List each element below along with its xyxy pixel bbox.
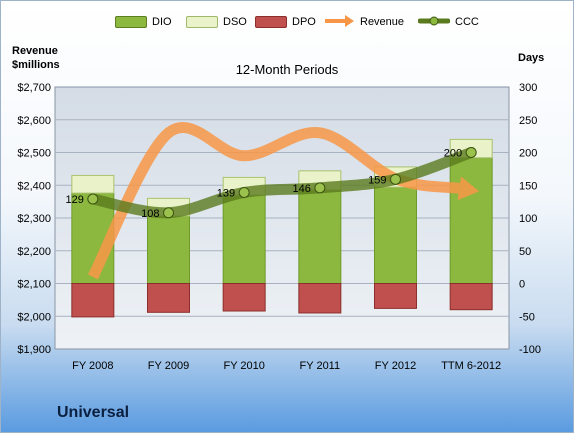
dso-bar bbox=[71, 174, 115, 194]
legend-item-dio: DIO bbox=[115, 12, 172, 32]
left-tick-label: $2,000 bbox=[17, 311, 51, 323]
right-tick-label: 50 bbox=[519, 246, 531, 258]
legend-swatch-ccc bbox=[417, 14, 451, 31]
dpo-bar bbox=[374, 283, 417, 309]
dpo-bar bbox=[222, 283, 266, 312]
legend-swatch-revenue bbox=[323, 14, 355, 31]
x-tick-label: FY 2008 bbox=[72, 360, 113, 372]
ccc-data-label: 108 bbox=[141, 208, 159, 220]
right-tick-label: 100 bbox=[519, 213, 537, 225]
right-tick-label: 300 bbox=[519, 82, 537, 94]
dpo-bar bbox=[449, 283, 493, 311]
legend-swatch-dio bbox=[115, 16, 147, 28]
ccc-data-label: 200 bbox=[444, 148, 462, 160]
left-axis-title-line1: Revenue bbox=[12, 45, 58, 57]
legend-swatch-dpo bbox=[255, 16, 287, 28]
ccc-point bbox=[465, 147, 477, 158]
legend-item-ccc: CCC bbox=[417, 12, 479, 32]
right-tick-label: 200 bbox=[519, 148, 537, 160]
left-axis-title-line2: $millions bbox=[12, 59, 60, 71]
legend-item-dso: DSO bbox=[186, 12, 247, 32]
ccc-line bbox=[87, 147, 477, 219]
ccc-data-label: 159 bbox=[368, 174, 386, 186]
ccc-data-label: 129 bbox=[65, 194, 83, 206]
ccc-point bbox=[390, 173, 401, 185]
dio-bar bbox=[298, 189, 342, 285]
company-name: Universal bbox=[57, 404, 130, 421]
dpo-bar bbox=[147, 283, 190, 313]
chart-legend: DIO DSO DPO Revenue CCC bbox=[0, 12, 574, 32]
right-tick-label: 150 bbox=[519, 180, 537, 192]
legend-swatch-dso bbox=[186, 16, 218, 28]
ccc-data-label: 139 bbox=[217, 187, 235, 199]
left-tick-label: $2,700 bbox=[17, 82, 51, 94]
axes: $1,900 -100 $2,000 -50 $2,100 0 $2,200 50 $2,300… bbox=[17, 82, 541, 372]
legend-label-dio: DIO bbox=[152, 16, 172, 28]
legend-item-revenue: Revenue bbox=[323, 12, 404, 32]
dpo-bar bbox=[71, 283, 115, 318]
legend-label-revenue: Revenue bbox=[360, 16, 405, 28]
legend-label-dpo: DPO bbox=[292, 16, 316, 28]
right-tick-label: 250 bbox=[519, 115, 537, 127]
left-tick-label: $2,300 bbox=[17, 213, 51, 225]
bars bbox=[71, 138, 493, 318]
ccc-series: 129 108 139 146 159 200 bbox=[65, 147, 477, 220]
left-axis-title: Revenue $millions bbox=[12, 44, 60, 72]
revenue-arrowhead bbox=[457, 176, 480, 201]
dio-bar bbox=[147, 215, 190, 284]
left-tick-label: $2,600 bbox=[17, 115, 51, 127]
dio-bar bbox=[222, 194, 266, 284]
x-tick-label: FY 2011 bbox=[300, 360, 341, 372]
ccc-point bbox=[314, 182, 326, 194]
right-tick-label: -50 bbox=[519, 311, 535, 323]
ccc-point bbox=[238, 186, 250, 198]
legend-label-ccc: CCC bbox=[455, 16, 479, 28]
dio-bar bbox=[449, 157, 493, 285]
x-tick-label: FY 2009 bbox=[148, 360, 189, 372]
left-tick-label: $2,500 bbox=[17, 148, 51, 160]
x-tick-label: FY 2012 bbox=[375, 360, 416, 372]
legend-item-dpo: DPO bbox=[255, 12, 316, 32]
dpo-bar bbox=[298, 283, 342, 314]
right-axis-title: Days bbox=[518, 52, 545, 64]
x-tick-label: TTM 6-2012 bbox=[441, 360, 501, 372]
left-tick-label: $2,400 bbox=[17, 180, 51, 192]
left-tick-label: $2,200 bbox=[17, 246, 51, 258]
left-tick-label: $2,100 bbox=[17, 279, 51, 291]
right-tick-label: 0 bbox=[519, 279, 525, 291]
dio-bar bbox=[374, 186, 417, 284]
chart-subtitle: 12-Month Periods bbox=[235, 62, 339, 77]
x-tick-label: FY 2010 bbox=[223, 360, 264, 372]
ccc-data-label: 146 bbox=[292, 183, 310, 195]
ccc-point bbox=[163, 207, 174, 219]
legend-label-dso: DSO bbox=[223, 16, 247, 28]
ccc-point bbox=[87, 193, 99, 205]
right-tick-label: -100 bbox=[519, 344, 541, 356]
left-tick-label: $1,900 bbox=[17, 344, 51, 356]
